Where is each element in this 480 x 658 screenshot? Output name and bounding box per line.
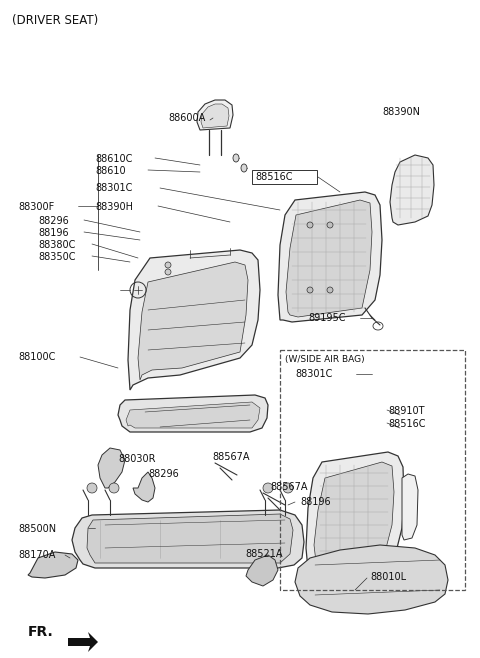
Text: 88610: 88610 bbox=[95, 166, 126, 176]
Text: 88301C: 88301C bbox=[295, 369, 332, 379]
Polygon shape bbox=[98, 448, 125, 488]
Text: 88296: 88296 bbox=[38, 216, 69, 226]
Text: 88196: 88196 bbox=[38, 228, 69, 238]
Polygon shape bbox=[133, 472, 155, 502]
Circle shape bbox=[109, 483, 119, 493]
Polygon shape bbox=[128, 250, 260, 390]
Circle shape bbox=[307, 287, 313, 293]
Circle shape bbox=[165, 262, 171, 268]
Text: 89195C: 89195C bbox=[308, 313, 346, 323]
Circle shape bbox=[307, 222, 313, 228]
Circle shape bbox=[327, 222, 333, 228]
Text: 88301C: 88301C bbox=[95, 183, 132, 193]
Text: (DRIVER SEAT): (DRIVER SEAT) bbox=[12, 14, 98, 27]
Polygon shape bbox=[201, 104, 229, 128]
Polygon shape bbox=[138, 262, 248, 380]
Polygon shape bbox=[390, 155, 434, 225]
Polygon shape bbox=[306, 452, 404, 570]
Text: 88567A: 88567A bbox=[212, 452, 250, 462]
Text: 88390H: 88390H bbox=[95, 202, 133, 212]
Polygon shape bbox=[246, 555, 278, 586]
Text: 88390N: 88390N bbox=[382, 107, 420, 117]
Text: 88516C: 88516C bbox=[388, 419, 425, 429]
Text: 88296: 88296 bbox=[148, 469, 179, 479]
Circle shape bbox=[165, 269, 171, 275]
Text: 88010L: 88010L bbox=[370, 572, 406, 582]
Circle shape bbox=[263, 483, 273, 493]
Text: 88100C: 88100C bbox=[18, 352, 55, 362]
Text: 88610C: 88610C bbox=[95, 154, 132, 164]
Circle shape bbox=[87, 483, 97, 493]
Text: (W/SIDE AIR BAG): (W/SIDE AIR BAG) bbox=[285, 355, 365, 364]
Text: 88300F: 88300F bbox=[18, 202, 54, 212]
Circle shape bbox=[283, 483, 293, 493]
Circle shape bbox=[327, 287, 333, 293]
Polygon shape bbox=[87, 514, 293, 563]
Text: 88380C: 88380C bbox=[38, 240, 75, 250]
Polygon shape bbox=[28, 552, 78, 578]
Ellipse shape bbox=[241, 164, 247, 172]
Polygon shape bbox=[126, 402, 260, 428]
Polygon shape bbox=[197, 100, 233, 130]
Polygon shape bbox=[68, 632, 98, 652]
Text: 88521A: 88521A bbox=[245, 549, 283, 559]
Text: 88567A: 88567A bbox=[270, 482, 308, 492]
Polygon shape bbox=[278, 192, 382, 322]
Text: 88030R: 88030R bbox=[118, 454, 156, 464]
Text: 88600A: 88600A bbox=[168, 113, 205, 123]
Ellipse shape bbox=[233, 154, 239, 162]
Polygon shape bbox=[72, 510, 304, 568]
Text: 88516C: 88516C bbox=[255, 172, 292, 182]
Text: 88910T: 88910T bbox=[388, 406, 424, 416]
Polygon shape bbox=[295, 545, 448, 614]
Polygon shape bbox=[118, 395, 268, 432]
Bar bbox=[280, 350, 465, 590]
Text: 88350C: 88350C bbox=[38, 252, 75, 262]
Polygon shape bbox=[402, 474, 418, 540]
Text: 88196: 88196 bbox=[300, 497, 331, 507]
Polygon shape bbox=[286, 200, 372, 317]
Text: 88500N: 88500N bbox=[18, 524, 56, 534]
Text: 88170A: 88170A bbox=[18, 550, 55, 560]
Polygon shape bbox=[314, 462, 394, 562]
Text: FR.: FR. bbox=[28, 625, 54, 639]
